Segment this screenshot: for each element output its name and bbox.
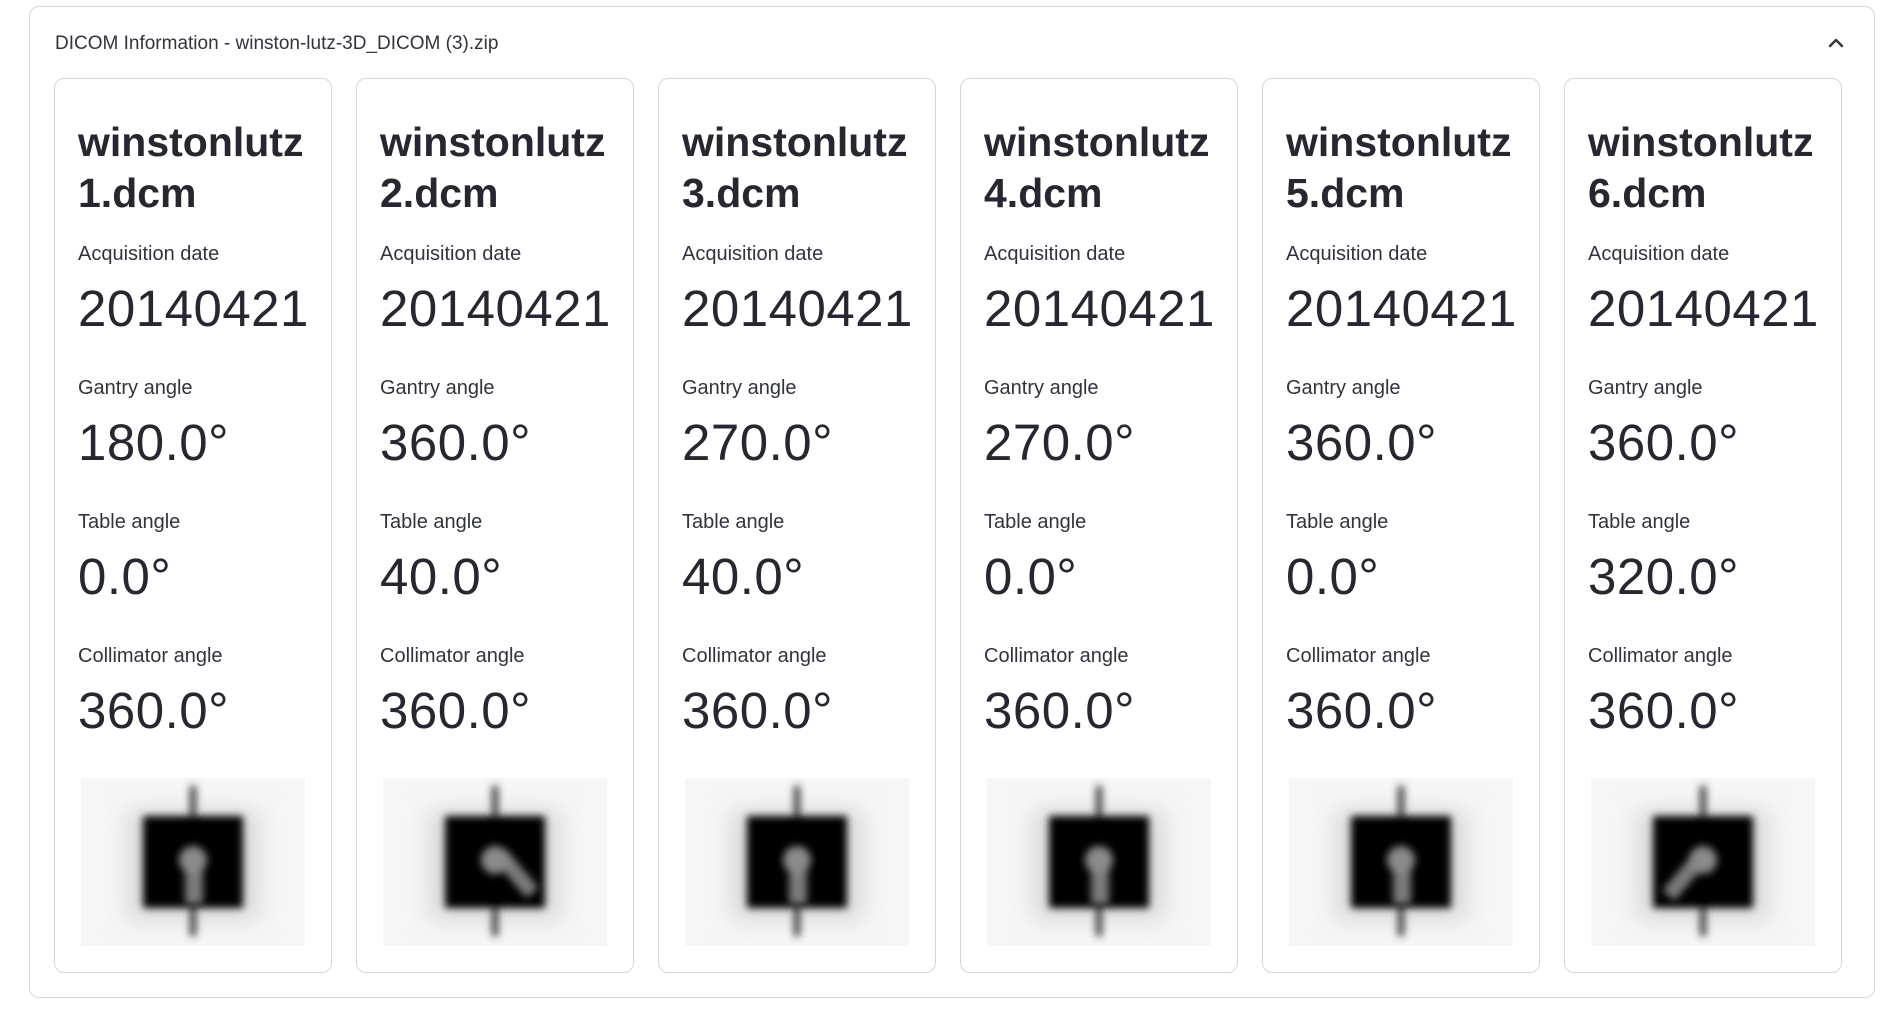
table-angle-label: Table angle [984, 511, 1087, 533]
card-filename: winstonlutz 3.dcm [682, 119, 908, 216]
card-filename: winstonlutz 5.dcm [1286, 119, 1512, 216]
collimator-angle-value: 360.0° [1286, 682, 1438, 739]
gantry-angle-label: Gantry angle [682, 377, 797, 399]
expander-title: DICOM Information - winston-lutz-3D_DICO… [55, 33, 499, 54]
gantry-angle-value: 360.0° [1588, 414, 1740, 471]
winston-lutz-image-thumbnail [81, 778, 305, 946]
acquisition-date-value: 20140421 [984, 280, 1215, 337]
table-angle-label: Table angle [1588, 511, 1691, 533]
collimator-angle-label: Collimator angle [984, 645, 1129, 667]
card-filename: winstonlutz 6.dcm [1588, 119, 1814, 216]
winston-lutz-image-thumbnail [987, 778, 1211, 946]
dicom-card: winstonlutz 6.dcm Acquisition date 20140… [1564, 78, 1842, 973]
dicom-info-expander: DICOM Information - winston-lutz-3D_DICO… [29, 6, 1875, 998]
collimator-angle-label: Collimator angle [380, 645, 525, 667]
collimator-angle-value: 360.0° [984, 682, 1136, 739]
acquisition-date-label: Acquisition date [78, 243, 220, 265]
acquisition-date-value: 20140421 [78, 280, 309, 337]
acquisition-date-label: Acquisition date [1286, 243, 1428, 265]
gantry-angle-value: 270.0° [682, 414, 834, 471]
acquisition-date-value: 20140421 [1588, 280, 1819, 337]
acquisition-date-label: Acquisition date [1588, 243, 1730, 265]
gantry-angle-label: Gantry angle [380, 377, 495, 399]
chevron-up-icon[interactable] [1826, 33, 1846, 53]
collimator-angle-label: Collimator angle [1286, 645, 1431, 667]
collimator-angle-value: 360.0° [78, 682, 230, 739]
collimator-angle-value: 360.0° [682, 682, 834, 739]
acquisition-date-value: 20140421 [682, 280, 913, 337]
dicom-card: winstonlutz 2.dcm Acquisition date 20140… [356, 78, 634, 973]
gantry-angle-label: Gantry angle [1588, 377, 1703, 399]
dicom-card: winstonlutz 3.dcm Acquisition date 20140… [658, 78, 936, 973]
gantry-angle-value: 360.0° [380, 414, 532, 471]
acquisition-date-label: Acquisition date [984, 243, 1126, 265]
table-angle-value: 40.0° [380, 548, 503, 605]
table-angle-label: Table angle [1286, 511, 1389, 533]
dicom-card: winstonlutz 4.dcm Acquisition date 20140… [960, 78, 1238, 973]
table-angle-value: 0.0° [1286, 548, 1380, 605]
table-angle-label: Table angle [78, 511, 181, 533]
table-angle-label: Table angle [682, 511, 785, 533]
gantry-angle-value: 360.0° [1286, 414, 1438, 471]
winston-lutz-image-thumbnail [1591, 778, 1815, 946]
expander-header[interactable]: DICOM Information - winston-lutz-3D_DICO… [30, 7, 1874, 79]
winston-lutz-image-thumbnail [383, 778, 607, 946]
gantry-angle-label: Gantry angle [1286, 377, 1401, 399]
winston-lutz-image-thumbnail [1289, 778, 1513, 946]
collimator-angle-value: 360.0° [380, 682, 532, 739]
table-angle-label: Table angle [380, 511, 483, 533]
gantry-angle-label: Gantry angle [78, 377, 193, 399]
acquisition-date-label: Acquisition date [380, 243, 522, 265]
gantry-angle-label: Gantry angle [984, 377, 1099, 399]
collimator-angle-value: 360.0° [1588, 682, 1740, 739]
acquisition-date-value: 20140421 [380, 280, 611, 337]
dicom-card: winstonlutz 1.dcm Acquisition date 20140… [54, 78, 332, 973]
collimator-angle-label: Collimator angle [78, 645, 223, 667]
card-filename: winstonlutz 1.dcm [78, 119, 304, 216]
gantry-angle-value: 180.0° [78, 414, 230, 471]
table-angle-value: 40.0° [682, 548, 805, 605]
table-angle-value: 0.0° [984, 548, 1078, 605]
table-angle-value: 0.0° [78, 548, 172, 605]
acquisition-date-label: Acquisition date [682, 243, 824, 265]
winston-lutz-image-thumbnail [685, 778, 909, 946]
collimator-angle-label: Collimator angle [1588, 645, 1733, 667]
card-filename: winstonlutz 2.dcm [380, 119, 606, 216]
dicom-card: winstonlutz 5.dcm Acquisition date 20140… [1262, 78, 1540, 973]
card-filename: winstonlutz 4.dcm [984, 119, 1210, 216]
collimator-angle-label: Collimator angle [682, 645, 827, 667]
gantry-angle-value: 270.0° [984, 414, 1136, 471]
table-angle-value: 320.0° [1588, 548, 1740, 605]
acquisition-date-value: 20140421 [1286, 280, 1517, 337]
